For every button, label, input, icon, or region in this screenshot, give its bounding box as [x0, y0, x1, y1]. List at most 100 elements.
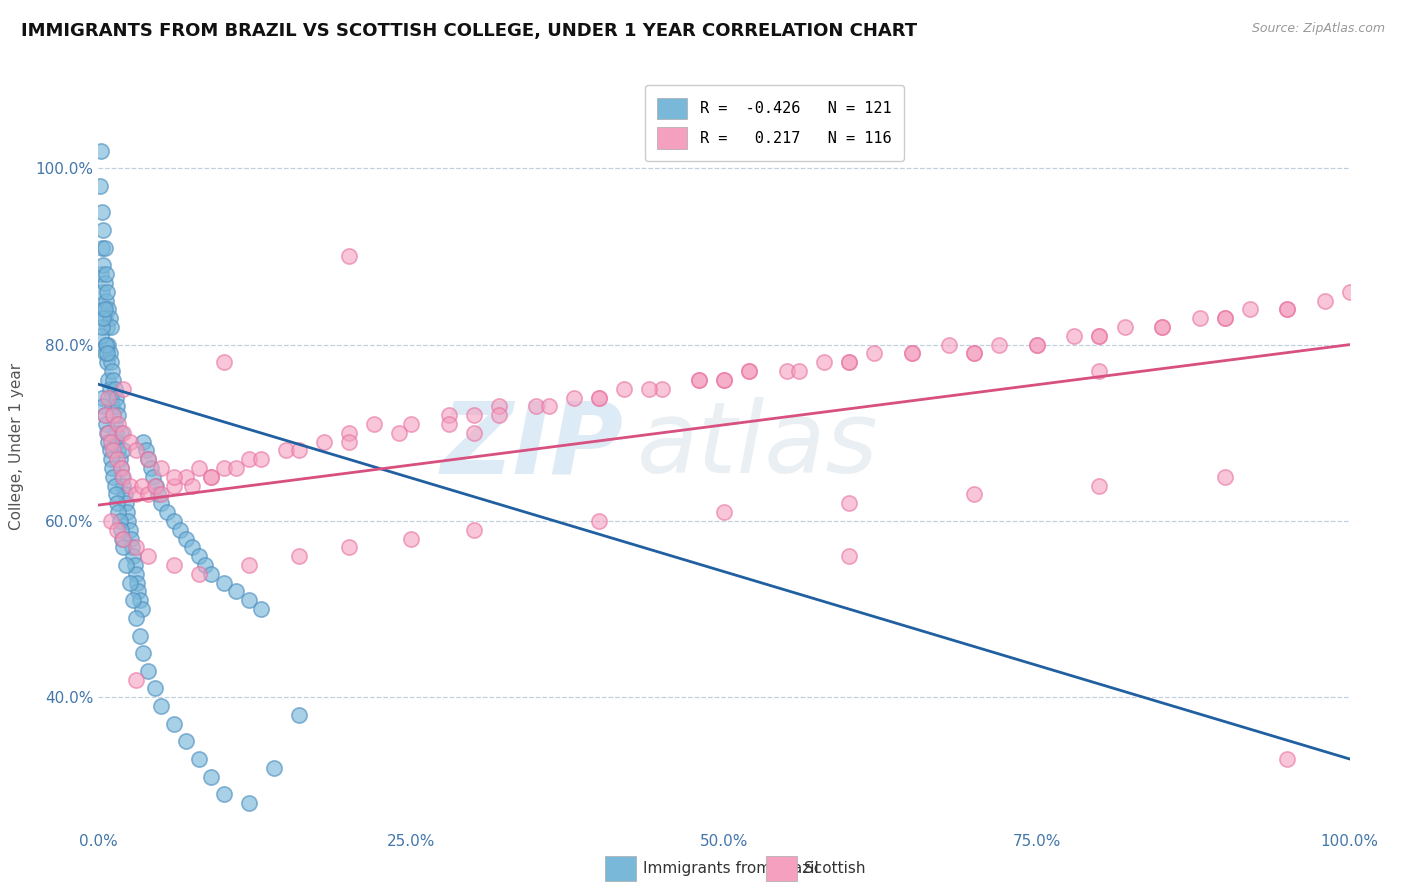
Point: [112, 541, 135, 555]
Point: [93, 408, 115, 422]
Point: [90, 144, 112, 158]
Point: [1213, 311, 1236, 326]
Point: [938, 337, 960, 351]
Point: [90, 328, 112, 343]
Text: ZIP: ZIP: [441, 398, 624, 494]
Point: [104, 391, 127, 405]
Point: [107, 505, 129, 519]
Point: [104, 417, 127, 431]
Point: [963, 346, 986, 360]
Point: [105, 400, 128, 414]
Point: [150, 496, 173, 510]
Point: [437, 417, 460, 431]
Point: [713, 373, 735, 387]
Point: [122, 549, 145, 564]
Point: [94, 293, 117, 308]
Point: [97, 425, 120, 440]
Point: [142, 470, 165, 484]
Text: IMMIGRANTS FROM BRAZIL VS SCOTTISH COLLEGE, UNDER 1 YEAR CORRELATION CHART: IMMIGRANTS FROM BRAZIL VS SCOTTISH COLLE…: [21, 22, 917, 40]
Point: [125, 443, 148, 458]
Point: [488, 408, 510, 422]
Point: [187, 461, 209, 475]
Point: [162, 558, 184, 572]
Point: [96, 346, 118, 360]
Point: [738, 364, 761, 378]
Point: [105, 523, 128, 537]
Point: [200, 470, 222, 484]
Point: [118, 575, 141, 590]
Point: [287, 707, 309, 722]
Point: [181, 541, 204, 555]
Point: [100, 320, 122, 334]
Point: [463, 523, 485, 537]
Point: [463, 425, 485, 440]
Point: [93, 400, 115, 414]
Point: [138, 664, 160, 678]
Point: [125, 611, 148, 625]
Point: [115, 496, 138, 510]
Point: [110, 461, 132, 475]
Point: [91, 285, 114, 299]
Point: [174, 470, 197, 484]
Point: [103, 443, 125, 458]
Point: [94, 337, 117, 351]
Point: [97, 337, 120, 351]
Point: [187, 549, 209, 564]
Point: [96, 320, 118, 334]
Point: [363, 417, 385, 431]
Point: [863, 346, 886, 360]
Point: [437, 408, 460, 422]
Text: atlas: atlas: [637, 398, 879, 494]
Point: [138, 487, 160, 501]
Point: [101, 461, 124, 475]
Point: [187, 566, 209, 581]
Point: [1213, 311, 1236, 326]
Point: [103, 470, 125, 484]
Point: [838, 355, 860, 369]
Point: [212, 461, 235, 475]
Point: [138, 549, 160, 564]
Point: [100, 434, 122, 449]
Point: [107, 417, 129, 431]
Point: [100, 514, 122, 528]
Point: [93, 311, 115, 326]
Point: [463, 408, 485, 422]
Point: [104, 425, 127, 440]
Point: [131, 478, 153, 492]
Point: [274, 443, 298, 458]
Point: [100, 452, 122, 467]
Point: [194, 558, 217, 572]
Point: [776, 364, 799, 378]
Point: [900, 346, 922, 360]
Point: [638, 382, 661, 396]
Point: [813, 355, 835, 369]
Point: [135, 443, 157, 458]
Point: [94, 267, 117, 281]
Point: [107, 408, 129, 422]
Point: [121, 541, 143, 555]
Point: [337, 434, 360, 449]
Point: [588, 391, 610, 405]
Point: [1277, 752, 1299, 766]
Point: [110, 461, 132, 475]
Point: [181, 478, 204, 492]
Point: [103, 408, 125, 422]
Point: [488, 400, 510, 414]
Point: [650, 382, 672, 396]
Point: [900, 346, 922, 360]
Point: [238, 558, 260, 572]
Point: [110, 425, 132, 440]
Point: [162, 470, 184, 484]
Point: [124, 558, 146, 572]
Point: [263, 761, 285, 775]
Point: [103, 408, 125, 422]
Point: [963, 346, 986, 360]
Point: [838, 355, 860, 369]
Point: [93, 258, 115, 272]
Point: [1188, 311, 1211, 326]
Point: [174, 532, 197, 546]
Point: [143, 478, 166, 492]
Point: [250, 452, 273, 467]
Point: [187, 752, 209, 766]
Point: [174, 734, 197, 748]
